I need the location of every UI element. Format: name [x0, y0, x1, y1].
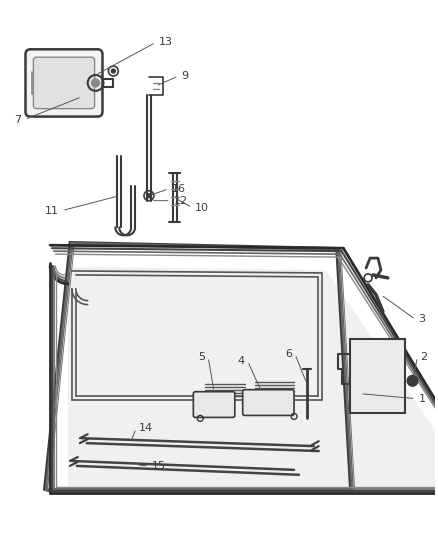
Circle shape: [111, 69, 115, 73]
Text: 1: 1: [418, 393, 425, 403]
Polygon shape: [68, 267, 438, 487]
Text: 10: 10: [195, 203, 209, 213]
FancyBboxPatch shape: [33, 57, 95, 109]
Text: 15: 15: [152, 461, 166, 471]
Text: 2: 2: [420, 352, 427, 362]
Text: 11: 11: [45, 206, 59, 215]
Text: 4: 4: [237, 356, 245, 366]
Text: 3: 3: [418, 314, 425, 325]
Text: 13: 13: [159, 37, 173, 47]
Text: 9: 9: [181, 71, 189, 81]
Text: 5: 5: [198, 352, 205, 362]
Circle shape: [147, 194, 151, 198]
FancyBboxPatch shape: [350, 339, 405, 414]
Text: 6: 6: [285, 349, 292, 359]
Text: 7: 7: [14, 115, 21, 125]
Text: 12: 12: [173, 196, 188, 206]
Circle shape: [92, 79, 99, 87]
Text: 16: 16: [172, 184, 186, 194]
Text: 14: 14: [139, 423, 153, 433]
FancyBboxPatch shape: [25, 49, 102, 117]
FancyBboxPatch shape: [193, 392, 235, 417]
Circle shape: [408, 376, 417, 386]
FancyBboxPatch shape: [243, 390, 294, 415]
